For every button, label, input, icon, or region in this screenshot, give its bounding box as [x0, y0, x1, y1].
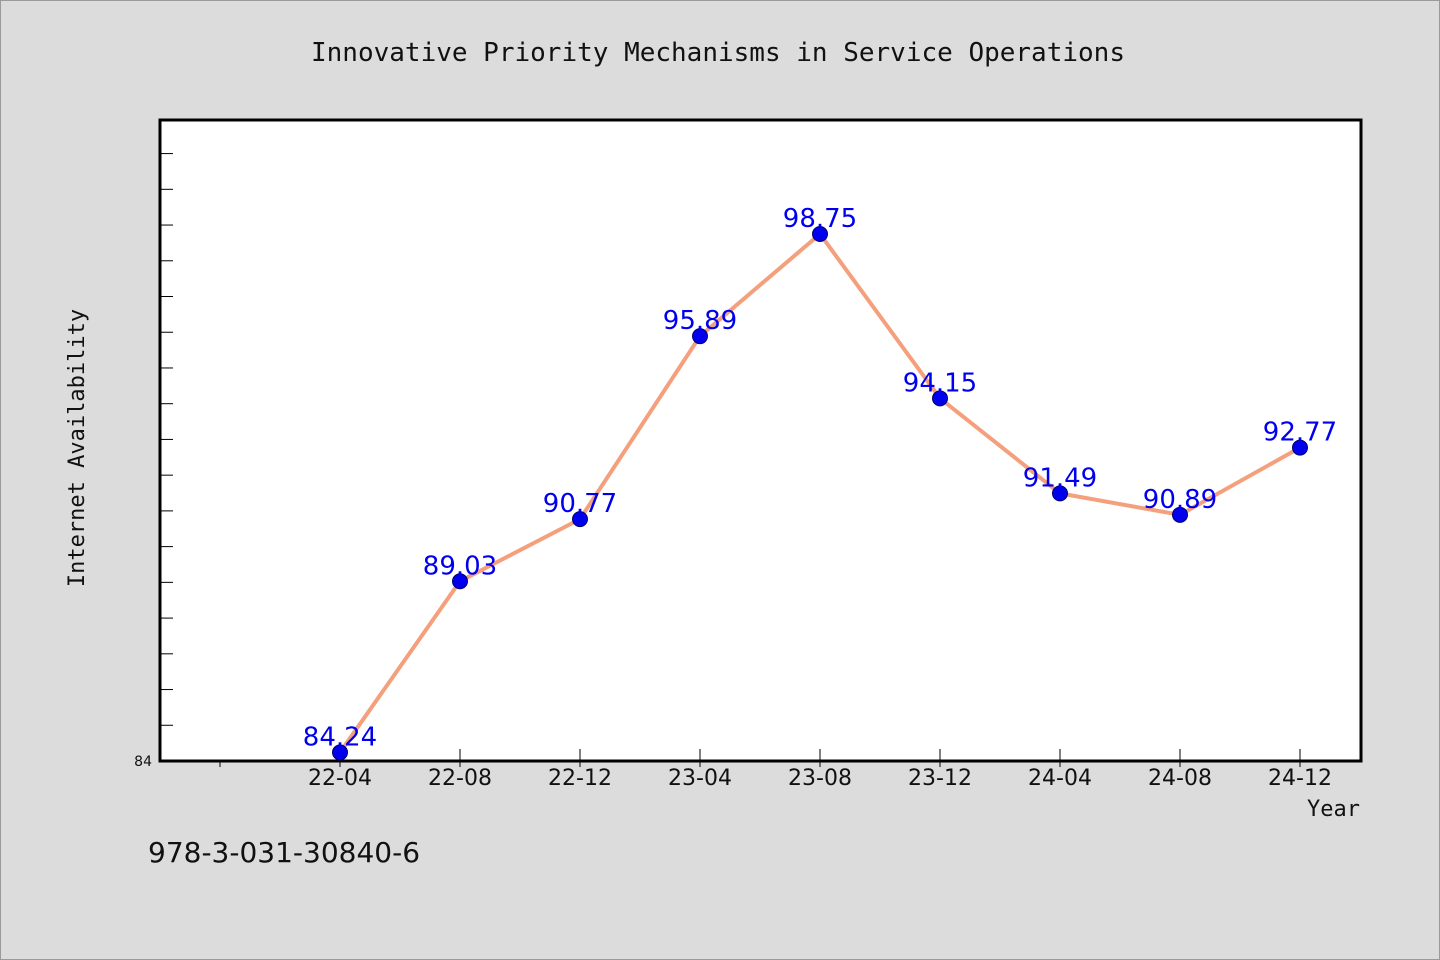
x-tick-label: 22-12	[548, 766, 612, 791]
data-point	[1292, 439, 1308, 456]
data-label: 91.49	[1023, 463, 1097, 493]
data-point	[1172, 506, 1188, 523]
x-tick-label: 23-04	[668, 766, 732, 791]
y-axis-label: Internet Availability	[65, 309, 90, 587]
data-point	[452, 573, 468, 590]
data-point	[332, 744, 348, 761]
y-axis-ticks: 84	[134, 153, 173, 770]
x-tick-label: 22-08	[428, 766, 492, 791]
x-axis-label: Year	[1307, 797, 1360, 822]
x-tick-label: 23-08	[788, 766, 852, 791]
footer-isbn: 978-3-031-30840-6	[148, 836, 420, 869]
x-tick-label: 23-12	[908, 766, 972, 791]
data-point	[1052, 485, 1068, 502]
data-label: 90.77	[543, 489, 617, 519]
data-label: 84.24	[303, 722, 377, 752]
data-label: 90.89	[1143, 485, 1217, 515]
x-tick-label: 22-04	[308, 766, 372, 791]
data-point	[812, 225, 828, 242]
x-tick-label: 24-08	[1148, 766, 1212, 791]
data-label: 89.03	[423, 551, 497, 581]
plot-area	[158, 118, 1363, 763]
data-point	[932, 390, 948, 407]
y-tick-label: 84	[134, 754, 152, 770]
x-tick-label: 24-04	[1028, 766, 1092, 791]
data-point	[692, 328, 708, 345]
data-label: 92.77	[1263, 418, 1337, 448]
series-group: 84.24 89.03 90.77 95.89 98.75 94.15 91.49 90.89…	[303, 204, 1337, 761]
x-tick-label: 24-12	[1268, 766, 1332, 791]
x-axis-ticks: 22-04 22-08 22-12 23-04 23-08 23-12 24-04 24-08…	[219, 749, 1332, 791]
data-label: 98.75	[783, 204, 857, 234]
data-point	[572, 511, 588, 528]
data-label: 95.89	[663, 306, 737, 336]
chart-title: Innovative Priority Mechanisms in Servic…	[311, 38, 1125, 68]
data-label: 94.15	[903, 368, 977, 398]
